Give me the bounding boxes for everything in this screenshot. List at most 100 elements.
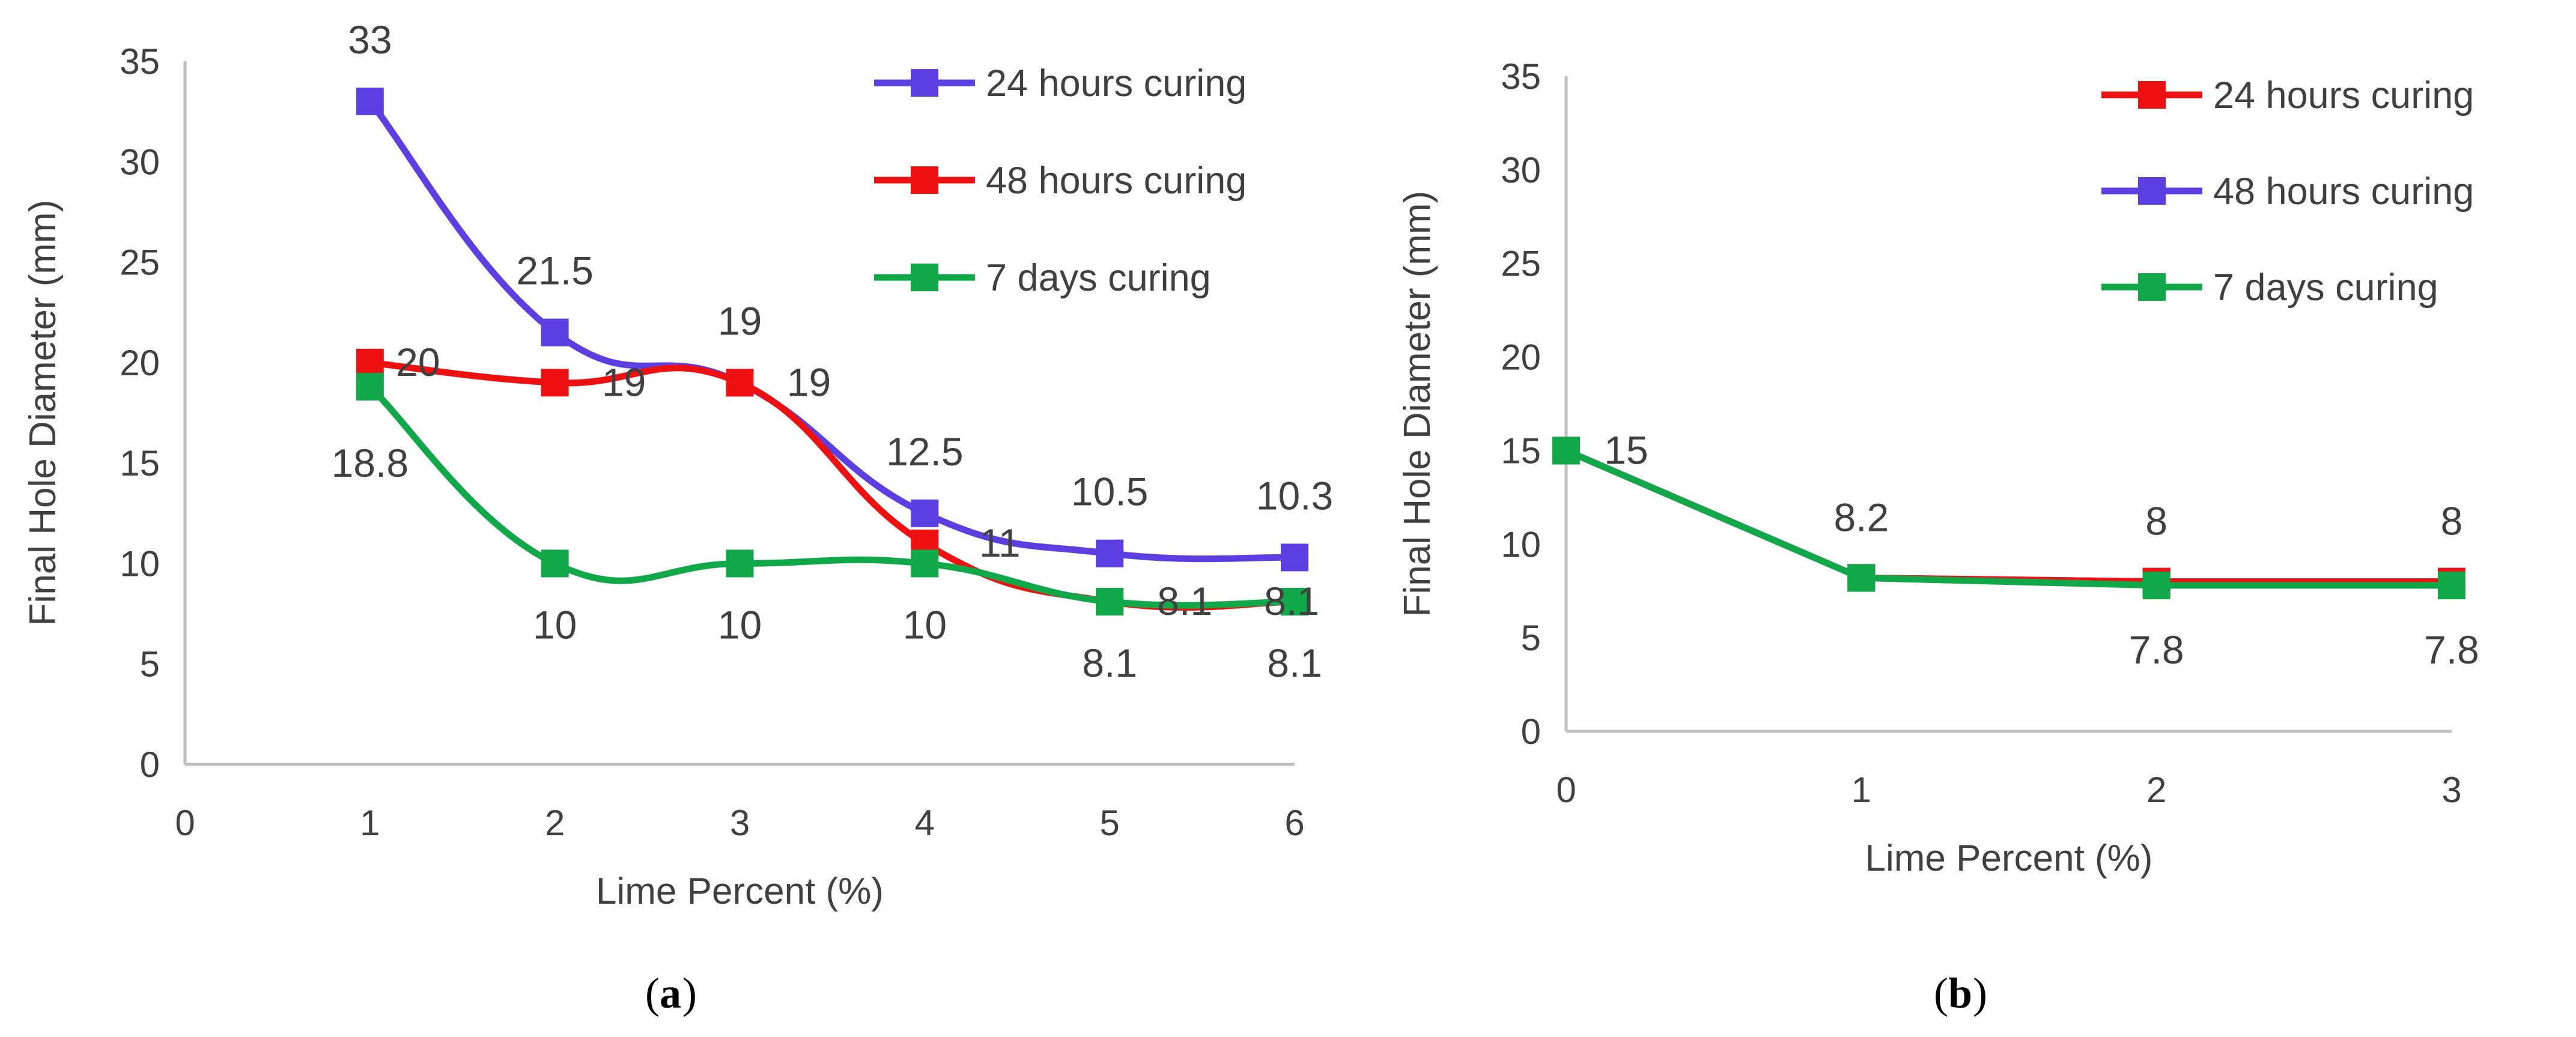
legend: 24 hours curing 48 hours curing 7 days cur… xyxy=(2101,74,2474,309)
svg-text:(: ( xyxy=(1934,969,1948,1017)
caption-a: ( a ) xyxy=(645,969,697,1017)
data-point-marker xyxy=(2438,571,2465,599)
data-label: 18.8 xyxy=(332,441,409,485)
data-label: 19 xyxy=(602,360,646,404)
legend-entry-label: 7 days curing xyxy=(986,257,1211,299)
y-tick-label: 0 xyxy=(1521,712,1541,752)
series-line-1 xyxy=(1564,447,2452,585)
chart-a: 0 5 10 15 20 25 30 35 0 1 2 3 4 5 6 Lime Percent (%) Fin… xyxy=(22,17,1333,912)
data-point-marker xyxy=(1281,543,1308,572)
svg-text:): ) xyxy=(1973,969,1987,1017)
y-tick-label: 35 xyxy=(1501,56,1541,97)
y-tick-label: 10 xyxy=(120,543,160,584)
x-tick-label: 6 xyxy=(1284,803,1304,843)
y-axis-title: Final Hole Diameter (mm) xyxy=(22,200,64,626)
x-tick-label: 2 xyxy=(545,803,565,843)
y-tick-label: 15 xyxy=(120,443,160,483)
legend-entry-label: 48 hours curing xyxy=(2213,171,2474,213)
data-point-marker xyxy=(1552,437,1580,465)
data-point-marker xyxy=(911,549,939,578)
x-tick-label: 1 xyxy=(1852,770,1871,810)
data-point-marker xyxy=(356,373,384,401)
data-point-marker xyxy=(356,87,384,115)
y-tick-label: 0 xyxy=(140,745,160,785)
data-label: 33 xyxy=(348,17,392,62)
y-axis-title: Final Hole Diameter (mm) xyxy=(1397,191,1438,617)
legend-entry-label: 7 days curing xyxy=(2213,267,2438,309)
x-tick-label: 5 xyxy=(1099,803,1119,843)
data-label: 19 xyxy=(718,298,762,343)
x-axis-title: Lime Percent (%) xyxy=(596,871,884,912)
series-line-2 xyxy=(368,384,1295,609)
svg-text:(: ( xyxy=(645,969,660,1017)
y-tick-label: 5 xyxy=(1521,618,1541,658)
data-point-marker xyxy=(541,369,569,397)
data-label: 21.5 xyxy=(516,249,593,293)
series-line-1 xyxy=(369,359,1295,611)
y-tick-label: 25 xyxy=(1501,244,1541,284)
data-point-marker xyxy=(1096,539,1124,567)
y-tick-label: 5 xyxy=(140,644,160,685)
x-tick-label: 3 xyxy=(730,803,750,843)
legend-marker xyxy=(911,264,938,291)
legend-marker xyxy=(911,166,938,194)
x-tick-label: 0 xyxy=(175,803,195,843)
x-axis-title: Lime Percent (%) xyxy=(1865,838,2153,879)
y-tick-label: 10 xyxy=(1501,524,1541,564)
data-label: 10 xyxy=(533,602,577,647)
data-point-marker xyxy=(726,549,754,578)
data-label: 20 xyxy=(396,340,440,384)
caption-b: ( b ) xyxy=(1934,969,1987,1017)
data-label: 8.1 xyxy=(1157,579,1212,623)
data-point-marker xyxy=(541,549,569,578)
data-label: 8.1 xyxy=(1082,641,1137,685)
data-label: 8.1 xyxy=(1267,641,1322,685)
data-label: 10 xyxy=(718,602,762,647)
data-label: 10 xyxy=(903,602,947,647)
legend: 24 hours curing 48 hours curing 7 days cur… xyxy=(874,62,1247,299)
y-tick-label: 35 xyxy=(120,41,160,82)
legend-marker xyxy=(2138,273,2166,301)
x-tick-label: 0 xyxy=(1556,770,1576,810)
data-label: 8 xyxy=(2441,499,2463,543)
x-tick-label: 2 xyxy=(2146,770,2166,810)
legend-entry-label: 48 hours curing xyxy=(986,160,1247,202)
y-tick-label: 30 xyxy=(1501,150,1541,190)
data-label: 10.3 xyxy=(1256,473,1333,518)
svg-text:): ) xyxy=(682,969,697,1017)
data-point-marker xyxy=(356,348,384,376)
legend-entry-label: 24 hours curing xyxy=(2213,74,2474,116)
legend-entry-label: 24 hours curing xyxy=(986,62,1247,104)
data-point-marker xyxy=(911,499,939,527)
data-label: 10.5 xyxy=(1071,470,1148,514)
x-tick-label: 3 xyxy=(2441,770,2461,810)
legend-marker xyxy=(2138,81,2166,109)
data-label: 11 xyxy=(979,521,1021,565)
data-label: 12.5 xyxy=(886,429,963,474)
y-tick-label: 30 xyxy=(120,142,160,182)
x-tick-label: 4 xyxy=(915,803,935,843)
data-label: 7.8 xyxy=(2424,627,2479,672)
data-label: 19 xyxy=(787,360,831,404)
series-line-0 xyxy=(1564,447,2452,585)
chart-b: 0 5 10 15 20 25 30 35 0 1 2 3 Lime Percent (%) Final … xyxy=(1397,56,2479,879)
y-tick-label: 20 xyxy=(120,343,160,383)
data-point-marker xyxy=(1096,587,1124,615)
caption-b-label: b xyxy=(1948,969,1972,1017)
data-label: 7.8 xyxy=(2129,627,2184,672)
data-label: 8.2 xyxy=(1833,495,1889,539)
x-tick-label: 1 xyxy=(360,803,380,843)
y-tick-label: 20 xyxy=(1501,337,1541,378)
series-line-2 xyxy=(1564,447,2452,589)
y-tick-label: 15 xyxy=(1501,431,1541,471)
data-label: 15 xyxy=(1604,428,1648,472)
legend-marker xyxy=(911,69,938,97)
data-point-marker xyxy=(541,318,569,346)
data-point-marker xyxy=(1847,564,1876,592)
data-label: 8 xyxy=(2145,499,2167,543)
y-tick-label: 25 xyxy=(120,243,160,283)
data-point-marker xyxy=(2142,571,2170,599)
data-label: 8.1 xyxy=(1264,579,1319,623)
data-point-marker xyxy=(1281,587,1308,615)
